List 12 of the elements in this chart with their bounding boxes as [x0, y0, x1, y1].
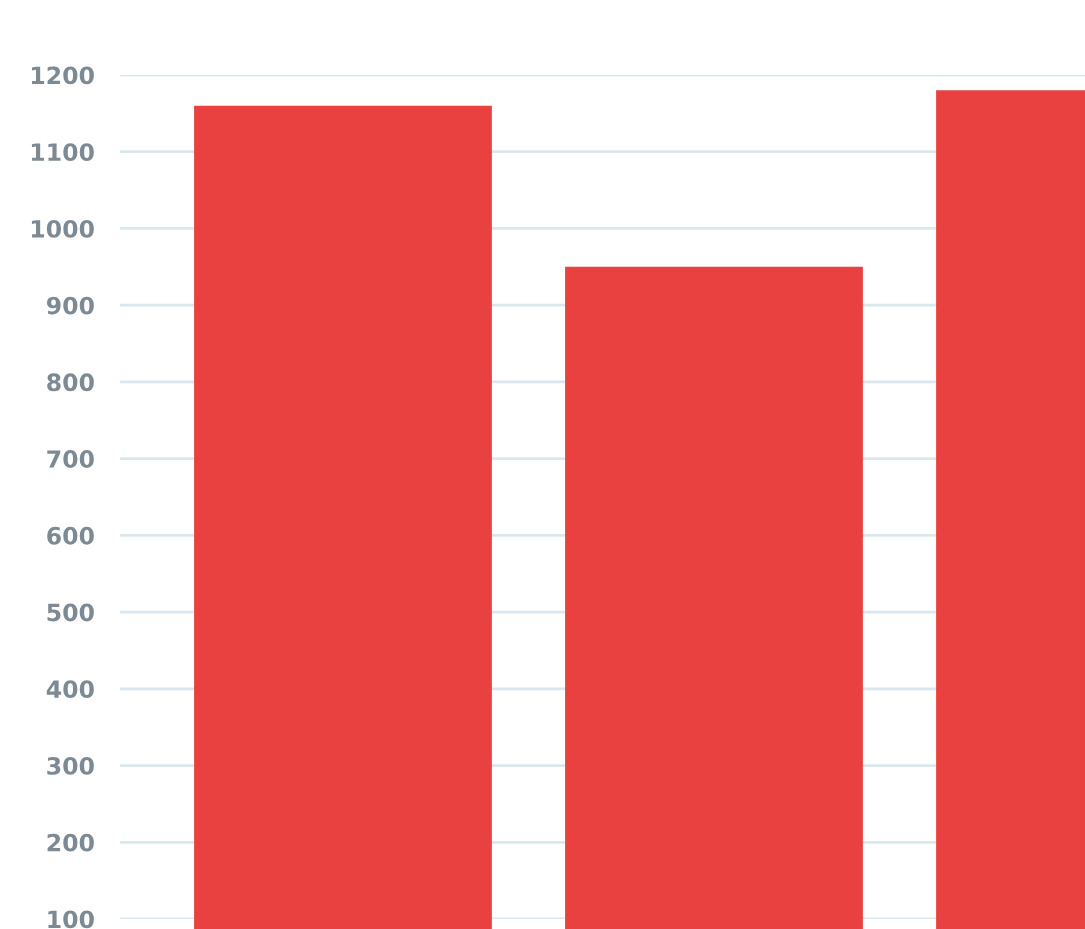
y-tick-label: 600	[47, 526, 94, 545]
y-tick-label: 700	[47, 450, 94, 468]
y-tick-label: 500	[47, 603, 94, 622]
y-tick-label: 200	[47, 833, 94, 852]
y-tick-label: 1200	[31, 66, 94, 85]
y-tick-label: 800	[47, 373, 94, 392]
y-tick-label: 1100	[31, 143, 94, 162]
y-tick-label: 100	[48, 910, 94, 929]
y-tick-label: 1000	[31, 219, 94, 238]
y-tick-label: 300	[47, 756, 94, 775]
y-tick-label: 900	[46, 296, 94, 315]
y-tick-label: 400	[46, 680, 94, 699]
